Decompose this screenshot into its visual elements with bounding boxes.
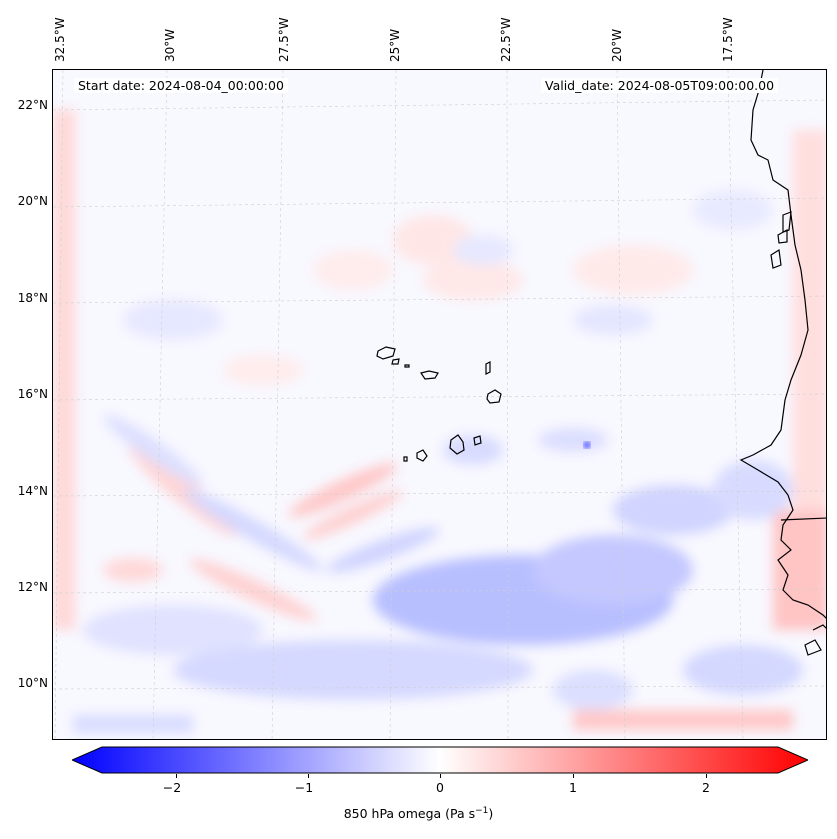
graticule	[53, 70, 826, 739]
colorbar-tick-0: 0	[436, 780, 444, 795]
lon-label-30w: 30°W	[163, 28, 177, 62]
colorbar-label-close: )	[488, 806, 494, 822]
colorbar-tick-1: 1	[569, 780, 577, 795]
lon-label-25w: 25°W	[388, 28, 402, 62]
lon-label-17-5w: 17.5°W	[721, 17, 735, 62]
lon-label-32-5w: 32.5°W	[53, 17, 67, 62]
colorbar-tick-2: 2	[702, 780, 710, 795]
lat-label-14n: 14°N	[17, 484, 48, 498]
omega-field-svg	[53, 70, 826, 739]
cape-verde-islands	[376, 346, 502, 462]
lon-label-27-5w: 27.5°W	[277, 17, 291, 62]
omega-patches	[53, 110, 826, 733]
lat-label-16n: 16°N	[17, 387, 48, 401]
colorbar-tickmark-neg2	[176, 774, 177, 778]
colorbar-tickmark-2	[706, 774, 707, 778]
lon-label-20w: 20°W	[610, 28, 624, 62]
colorbar-gradient	[72, 746, 808, 774]
coastline	[739, 70, 826, 656]
lat-label-22n: 22°N	[17, 98, 48, 112]
colorbar-tick-neg1: −1	[294, 780, 314, 795]
colorbar-label: 850 hPa omega (Pa s−1)	[0, 806, 837, 821]
lat-label-10n: 10°N	[17, 676, 48, 690]
colorbar-tick-neg2: −2	[162, 780, 182, 795]
colorbar-tickmark-0	[440, 774, 441, 778]
omega-map[interactable]	[52, 69, 827, 740]
valid-date-label: Valid_date: 2024-08-05T09:00:00.00	[541, 78, 779, 93]
lon-label-22-5w: 22.5°W	[499, 17, 513, 62]
colorbar-label-unit-exponent: −1	[475, 806, 489, 816]
omega-minimum-spot	[584, 442, 590, 448]
colorbar-label-main: 850 hPa omega (Pa s	[343, 806, 476, 822]
lat-label-20n: 20°N	[17, 194, 48, 208]
colorbar	[72, 746, 808, 774]
colorbar-tickmark-neg1	[308, 774, 309, 778]
lat-label-12n: 12°N	[17, 580, 48, 594]
lat-label-18n: 18°N	[17, 291, 48, 305]
start-date-label: Start date: 2024-08-04_00:00:00	[74, 78, 288, 93]
colorbar-tickmark-1	[573, 774, 574, 778]
